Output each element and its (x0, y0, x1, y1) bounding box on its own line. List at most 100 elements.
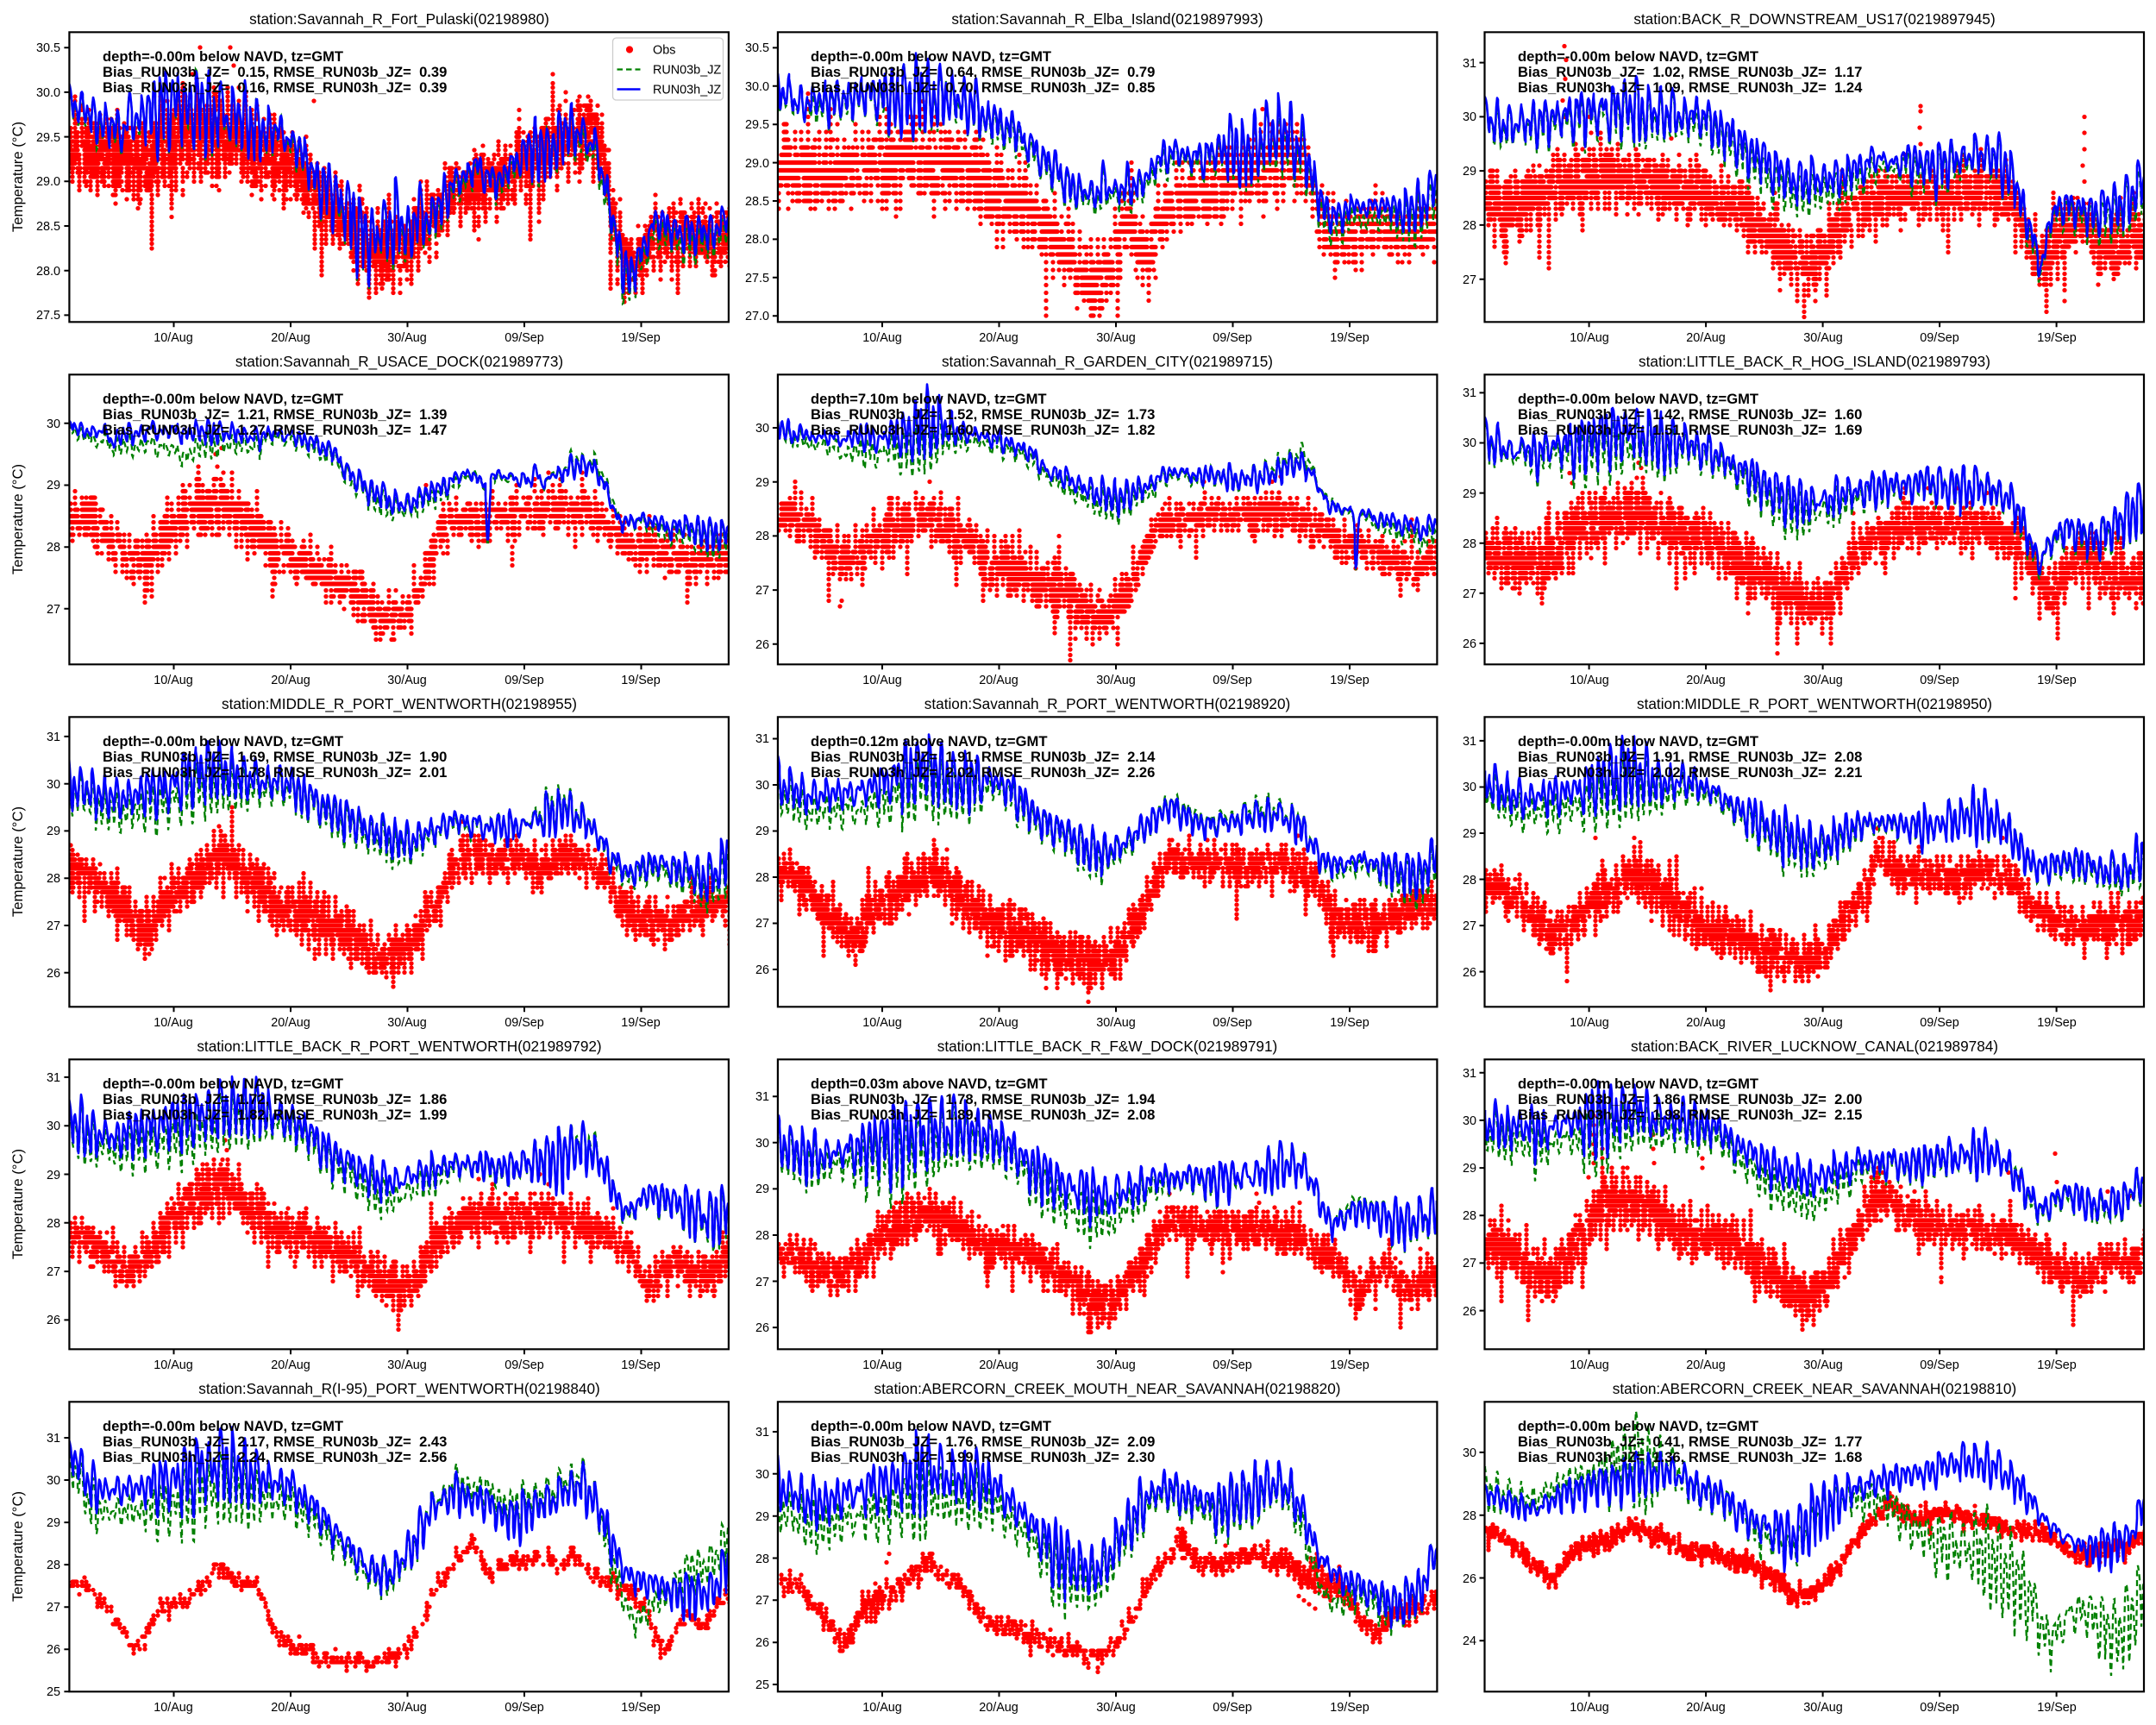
svg-text:26: 26 (755, 1636, 769, 1650)
svg-text:27: 27 (1463, 587, 1476, 601)
svg-text:26: 26 (755, 963, 769, 977)
svg-text:29: 29 (755, 825, 769, 838)
svg-text:Bias_RUN03h_JZ= 1.99, RMSE_RU: Bias_RUN03h_JZ= 1.99, RMSE_RUN03h_JZ= 2.… (811, 1449, 1155, 1465)
svg-text:depth=-0.00m below NAVD, tz=GM: depth=-0.00m below NAVD, tz=GMT (103, 391, 343, 407)
svg-text:Bias_RUN03b_JZ= 1.21, RMSE_RU: Bias_RUN03b_JZ= 1.21, RMSE_RUN03b_JZ= 1.… (103, 406, 447, 423)
svg-text:20/Aug: 20/Aug (271, 674, 310, 687)
svg-text:station:LITTLE_BACK_R_PORT_WEN: station:LITTLE_BACK_R_PORT_WENTWORTH(021… (197, 1038, 601, 1055)
svg-text:10/Aug: 10/Aug (154, 1358, 193, 1372)
svg-text:26: 26 (1463, 1305, 1476, 1319)
svg-text:20/Aug: 20/Aug (271, 1701, 310, 1715)
svg-text:09/Sep: 09/Sep (1213, 1701, 1252, 1715)
svg-text:31: 31 (755, 1426, 769, 1440)
svg-text:27.5: 27.5 (36, 309, 60, 323)
svg-text:09/Sep: 09/Sep (1213, 1358, 1252, 1372)
svg-text:station:Savannah_R_Fort_Pulask: station:Savannah_R_Fort_Pulaski(02198980… (249, 10, 549, 28)
svg-text:Temperature (°C): Temperature (°C) (9, 1149, 26, 1259)
svg-text:29.5: 29.5 (36, 131, 60, 145)
svg-text:28: 28 (755, 1229, 769, 1243)
svg-text:28.5: 28.5 (36, 220, 60, 234)
svg-text:28: 28 (1463, 874, 1476, 888)
svg-text:10/Aug: 10/Aug (1570, 331, 1609, 345)
svg-text:31: 31 (1463, 57, 1476, 71)
svg-text:depth=-0.00m below NAVD, tz=GM: depth=-0.00m below NAVD, tz=GMT (1518, 1076, 1758, 1092)
svg-text:station:Savannah_R_USACE_DOCK(: station:Savannah_R_USACE_DOCK(021989773) (235, 353, 563, 370)
svg-text:station:MIDDLE_R_PORT_WENTWORT: station:MIDDLE_R_PORT_WENTWORTH(02198950… (1637, 695, 1992, 712)
svg-text:station:ABERCORN_CREEK_NEAR_SA: station:ABERCORN_CREEK_NEAR_SAVANNAH(021… (1613, 1380, 2016, 1397)
svg-text:Bias_RUN03h_JZ= 1.27, RMSE_RU: Bias_RUN03h_JZ= 1.27, RMSE_RUN03h_JZ= 1.… (103, 422, 447, 438)
svg-text:19/Sep: 19/Sep (1330, 1701, 1369, 1715)
svg-text:30.5: 30.5 (36, 41, 60, 55)
svg-text:19/Sep: 19/Sep (621, 674, 661, 687)
svg-text:Bias_RUN03h_JZ= 0.16, RMSE_RU: Bias_RUN03h_JZ= 0.16, RMSE_RUN03h_JZ= 0.… (103, 79, 447, 96)
svg-text:19/Sep: 19/Sep (2037, 331, 2077, 345)
svg-text:09/Sep: 09/Sep (1920, 1358, 1959, 1372)
svg-text:27: 27 (1463, 1257, 1476, 1270)
svg-text:station:Savannah_R_GARDEN_CITY: station:Savannah_R_GARDEN_CITY(021989715… (942, 353, 1273, 370)
svg-text:26: 26 (1463, 966, 1476, 980)
svg-text:30: 30 (755, 779, 769, 793)
svg-text:30/Aug: 30/Aug (1096, 674, 1136, 687)
svg-text:Bias_RUN03b_JZ= 1.72, RMSE_RU: Bias_RUN03b_JZ= 1.72, RMSE_RUN03b_JZ= 1.… (103, 1091, 447, 1107)
svg-text:Temperature (°C): Temperature (°C) (9, 1491, 26, 1602)
svg-text:10/Aug: 10/Aug (862, 1701, 902, 1715)
svg-text:depth=-0.00m below NAVD, tz=GM: depth=-0.00m below NAVD, tz=GMT (103, 1076, 343, 1092)
svg-text:Bias_RUN03b_JZ= 1.69, RMSE_RU: Bias_RUN03b_JZ= 1.69, RMSE_RUN03b_JZ= 1.… (103, 749, 447, 765)
svg-text:29: 29 (755, 1510, 769, 1524)
svg-text:26: 26 (755, 638, 769, 652)
svg-text:09/Sep: 09/Sep (1213, 674, 1252, 687)
svg-text:Obs: Obs (653, 44, 675, 58)
svg-text:depth=-0.00m below NAVD, tz=GM: depth=-0.00m below NAVD, tz=GMT (1518, 733, 1758, 750)
svg-text:26: 26 (1463, 1572, 1476, 1586)
svg-text:depth=-0.00m below NAVD, tz=GM: depth=-0.00m below NAVD, tz=GMT (811, 1418, 1051, 1434)
svg-text:10/Aug: 10/Aug (862, 331, 902, 345)
svg-text:depth=-0.00m below NAVD, tz=GM: depth=-0.00m below NAVD, tz=GMT (1518, 1418, 1758, 1434)
svg-text:09/Sep: 09/Sep (505, 674, 544, 687)
svg-text:25: 25 (47, 1685, 60, 1699)
svg-text:19/Sep: 19/Sep (1330, 1358, 1369, 1372)
svg-text:Temperature (°C): Temperature (°C) (9, 464, 26, 574)
svg-text:27: 27 (755, 1594, 769, 1608)
svg-text:09/Sep: 09/Sep (1213, 1016, 1252, 1030)
svg-text:28: 28 (755, 530, 769, 543)
svg-text:10/Aug: 10/Aug (154, 331, 193, 345)
svg-text:09/Sep: 09/Sep (1920, 1701, 1959, 1715)
svg-text:20/Aug: 20/Aug (979, 331, 1018, 345)
svg-text:30/Aug: 30/Aug (1803, 674, 1843, 687)
svg-text:19/Sep: 19/Sep (621, 331, 661, 345)
svg-text:27: 27 (1463, 273, 1476, 287)
svg-text:Bias_RUN03h_JZ= 2.02, RMSE_RU: Bias_RUN03h_JZ= 2.02, RMSE_RUN03h_JZ= 2.… (811, 764, 1155, 781)
svg-text:30: 30 (755, 1468, 769, 1482)
svg-text:30: 30 (1463, 1446, 1476, 1460)
svg-text:10/Aug: 10/Aug (1570, 674, 1609, 687)
svg-text:20/Aug: 20/Aug (271, 331, 310, 345)
svg-text:19/Sep: 19/Sep (2037, 1358, 2077, 1372)
svg-text:30/Aug: 30/Aug (1096, 331, 1136, 345)
svg-text:28: 28 (1463, 1509, 1476, 1523)
svg-text:Bias_RUN03h_JZ= 1.78, RMSE_RU: Bias_RUN03h_JZ= 1.78, RMSE_RUN03h_JZ= 2.… (103, 764, 447, 781)
svg-text:30/Aug: 30/Aug (387, 1358, 427, 1372)
svg-text:10/Aug: 10/Aug (154, 1016, 193, 1030)
svg-text:29: 29 (1463, 1162, 1476, 1176)
svg-text:28: 28 (755, 1552, 769, 1566)
svg-text:31: 31 (755, 1090, 769, 1104)
svg-text:28: 28 (1463, 537, 1476, 551)
svg-text:30/Aug: 30/Aug (1803, 1701, 1843, 1715)
svg-text:20/Aug: 20/Aug (271, 1358, 310, 1372)
svg-text:10/Aug: 10/Aug (1570, 1016, 1609, 1030)
svg-text:10/Aug: 10/Aug (1570, 1701, 1609, 1715)
svg-text:Bias_RUN03b_JZ= 1.42, RMSE_RU: Bias_RUN03b_JZ= 1.42, RMSE_RUN03b_JZ= 1.… (1518, 406, 1862, 423)
svg-text:09/Sep: 09/Sep (1213, 331, 1252, 345)
svg-text:30: 30 (1463, 436, 1476, 450)
svg-text:29: 29 (1463, 827, 1476, 841)
svg-text:29: 29 (755, 1182, 769, 1196)
svg-text:RUN03h_JZ: RUN03h_JZ (653, 84, 721, 97)
svg-text:station:Savannah_R_Elba_Island: station:Savannah_R_Elba_Island(021989799… (951, 10, 1263, 28)
svg-text:30: 30 (47, 1120, 60, 1133)
svg-text:29: 29 (1463, 487, 1476, 501)
svg-text:27: 27 (755, 1276, 769, 1289)
svg-text:Bias_RUN03b_JZ= 1.86, RMSE_RU: Bias_RUN03b_JZ= 1.86, RMSE_RUN03b_JZ= 2.… (1518, 1091, 1862, 1107)
svg-text:station:LITTLE_BACK_R_HOG_ISLA: station:LITTLE_BACK_R_HOG_ISLAND(0219897… (1639, 353, 1990, 370)
svg-text:09/Sep: 09/Sep (1920, 331, 1959, 345)
svg-text:28.5: 28.5 (745, 195, 769, 209)
